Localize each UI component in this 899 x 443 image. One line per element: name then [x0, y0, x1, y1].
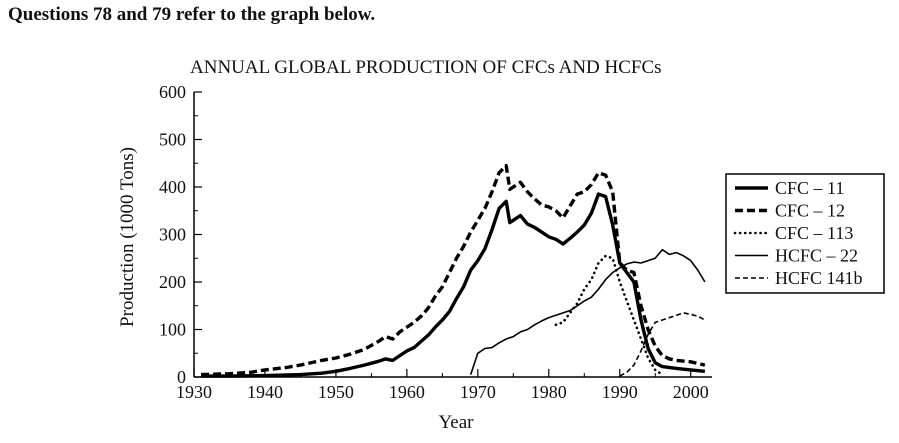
chart-series-layer	[201, 163, 706, 378]
chart-axes: 0 100 200 300 400 500 600 1930 1940 1950 1960 1970 1…	[159, 82, 712, 402]
x-axis-label: Year	[438, 412, 474, 433]
y-tick-label: 600	[159, 82, 186, 102]
series-line-hcfc-22	[469, 248, 706, 375]
legend-label-cfc-11: CFC – 11	[775, 178, 844, 198]
x-tick-label: 1950	[318, 382, 354, 402]
question-heading: Questions 78 and 79 refer to the graph b…	[8, 4, 376, 25]
x-tick-label: 1960	[389, 382, 425, 402]
y-tick-label: 0	[177, 367, 186, 387]
x-tick-label: 1980	[531, 382, 567, 402]
legend-label-hcfc-141b: HCFC 141b	[775, 268, 863, 288]
x-tick-label: 2000	[673, 382, 709, 402]
x-tick-label: 1930	[176, 382, 212, 402]
y-tick-label: 400	[159, 177, 186, 197]
y-tick-label: 300	[159, 225, 186, 245]
y-axis-label: Production (1000 Tons)	[117, 147, 138, 327]
y-tick-label: 200	[159, 272, 186, 292]
legend-label-hcfc-22: HCFC – 22	[775, 246, 858, 266]
series-line-hcfc-141b	[619, 312, 706, 377]
chart-title: ANNUAL GLOBAL PRODUCTION OF CFCs AND HCF…	[190, 57, 662, 78]
x-tick-label: 1940	[247, 382, 283, 402]
legend-box	[725, 173, 885, 294]
series-line-cfc-11	[201, 192, 706, 378]
series-line-cfc-12	[201, 163, 706, 377]
x-tick-label: 1970	[460, 382, 496, 402]
y-tick-label: 100	[159, 320, 186, 340]
legend-label-cfc-113: CFC – 113	[775, 223, 853, 243]
series-line-cfc-113	[554, 254, 664, 376]
x-tick-label: 1990	[602, 382, 638, 402]
y-tick-label: 500	[159, 130, 186, 150]
legend-label-cfc-12: CFC – 12	[775, 201, 845, 221]
